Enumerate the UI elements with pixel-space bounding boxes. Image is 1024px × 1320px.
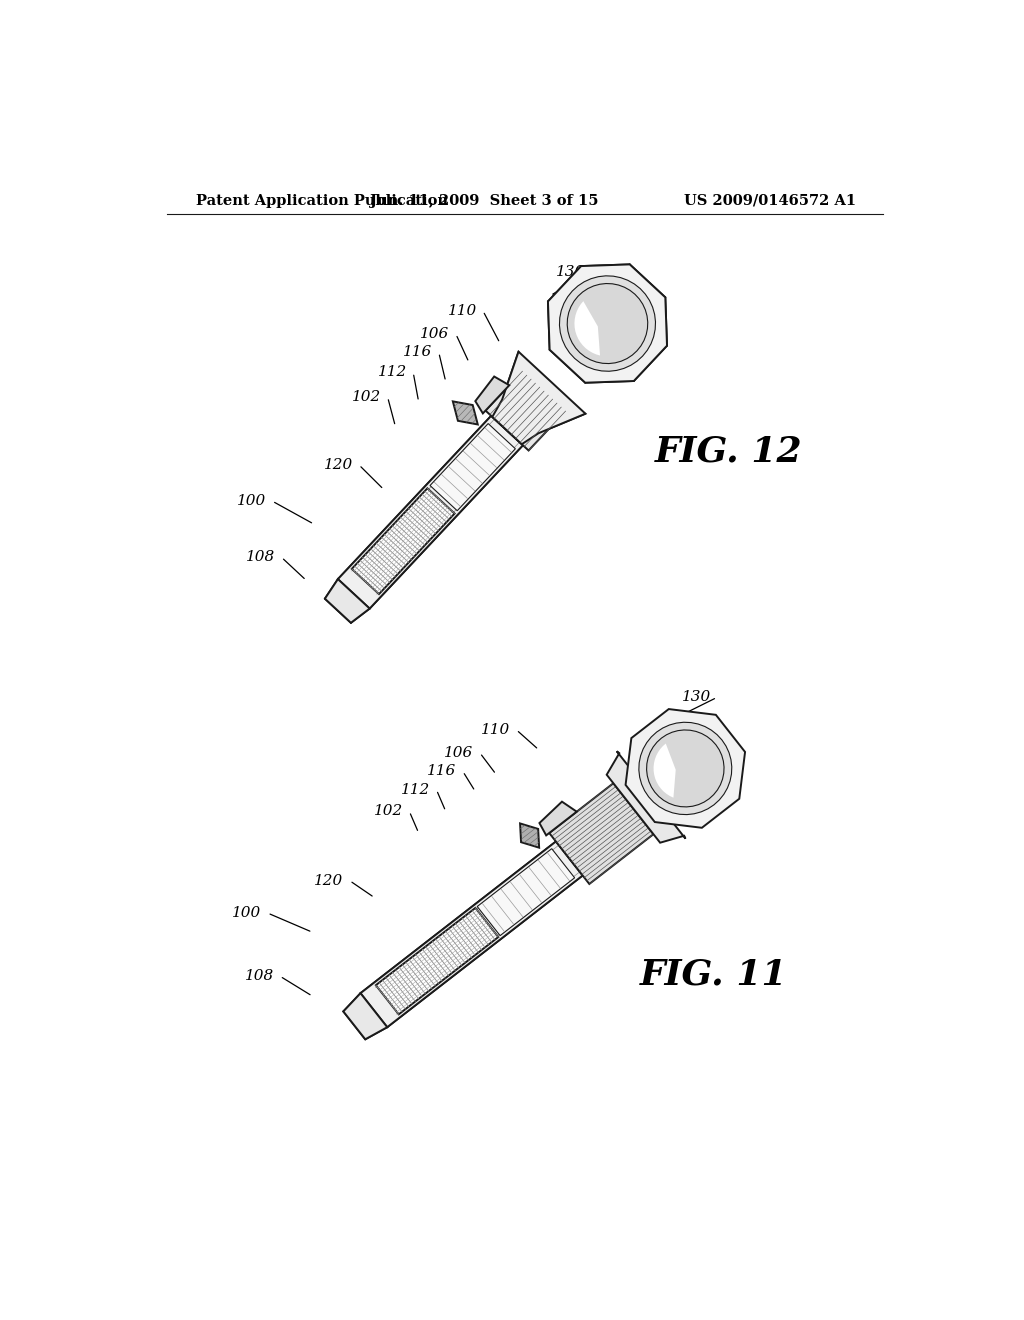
Text: 100: 100 [237, 494, 266, 508]
Text: Patent Application Publication: Patent Application Publication [197, 194, 449, 207]
Polygon shape [606, 751, 685, 842]
Polygon shape [567, 284, 648, 363]
Text: 106: 106 [421, 327, 450, 341]
Polygon shape [376, 908, 499, 1014]
Text: 120: 120 [324, 458, 352, 471]
Text: 110: 110 [447, 304, 477, 318]
Polygon shape [520, 824, 540, 847]
Polygon shape [477, 849, 574, 936]
Polygon shape [485, 371, 565, 450]
Polygon shape [548, 264, 667, 383]
Text: 102: 102 [374, 804, 403, 818]
Text: 130: 130 [682, 690, 711, 705]
Polygon shape [540, 801, 577, 836]
Polygon shape [338, 416, 523, 609]
Text: 108: 108 [245, 969, 273, 983]
Text: Jun. 11, 2009  Sheet 3 of 15: Jun. 11, 2009 Sheet 3 of 15 [371, 194, 599, 207]
Polygon shape [325, 579, 370, 623]
Text: 100: 100 [232, 906, 261, 920]
Polygon shape [493, 351, 586, 445]
Polygon shape [430, 424, 515, 511]
Polygon shape [559, 276, 655, 371]
Polygon shape [646, 730, 724, 807]
Polygon shape [352, 488, 455, 594]
Text: 110: 110 [481, 723, 510, 737]
Polygon shape [475, 376, 509, 413]
Text: 112: 112 [401, 783, 430, 797]
Polygon shape [626, 709, 745, 828]
Polygon shape [360, 842, 583, 1027]
Polygon shape [574, 301, 600, 355]
Polygon shape [343, 993, 387, 1039]
Text: 106: 106 [444, 746, 474, 760]
Text: 120: 120 [314, 874, 343, 887]
Polygon shape [653, 743, 676, 797]
Text: 108: 108 [246, 550, 275, 564]
Text: FIG. 11: FIG. 11 [640, 957, 787, 991]
Text: 102: 102 [352, 391, 381, 404]
Text: 116: 116 [427, 764, 457, 779]
Text: 112: 112 [378, 366, 407, 379]
Text: US 2009/0146572 A1: US 2009/0146572 A1 [684, 194, 856, 207]
Text: 116: 116 [403, 346, 432, 359]
Polygon shape [453, 401, 478, 425]
Polygon shape [639, 722, 732, 814]
Polygon shape [549, 783, 653, 884]
Text: FIG. 12: FIG. 12 [655, 434, 803, 469]
Text: 130: 130 [556, 265, 586, 280]
